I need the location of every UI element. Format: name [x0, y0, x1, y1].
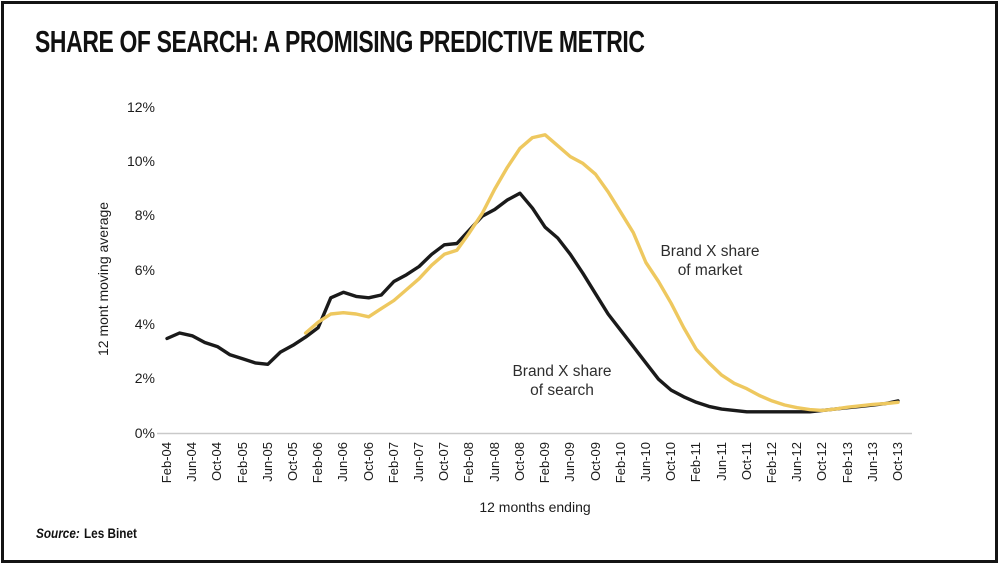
- x-tick-label: Jun-05: [259, 442, 275, 482]
- annotation-share-of-market-line2: of market: [677, 262, 743, 279]
- x-tick-label: Jun-09: [562, 442, 578, 482]
- chart-title-text: SHARE OF SEARCH: A PROMISING PREDICTIVE …: [35, 24, 645, 59]
- y-tick-label: 10%: [126, 153, 155, 169]
- chart-title: SHARE OF SEARCH: A PROMISING PREDICTIVE …: [35, 24, 859, 60]
- x-tick-label: Feb-10: [612, 442, 628, 484]
- annotation-share-of-market-line1: Brand X share: [660, 243, 760, 260]
- x-tick-label: Jun-08: [486, 442, 502, 482]
- x-tick-label: Jun-04: [184, 442, 200, 482]
- y-tick-label: 4%: [134, 315, 155, 332]
- annotation-share-of-search: Brand X share of search: [477, 362, 647, 400]
- x-tick-label: Jun-07: [411, 442, 427, 482]
- series-line-brand-x-share-of-market: [303, 133, 900, 413]
- source-line: Source: Les Binet: [36, 525, 137, 541]
- series-line-brand-x-share-of-search: [165, 191, 900, 414]
- x-tick-label: Oct-12: [814, 442, 830, 482]
- x-tick-label: Oct-11: [738, 442, 754, 481]
- x-tick-label: Feb-05: [234, 442, 250, 484]
- source-label: Source:: [36, 525, 80, 541]
- x-tick-label: Jun-06: [335, 442, 351, 482]
- x-tick-label: Oct-13: [890, 442, 905, 482]
- x-tick-label: Jun-11: [713, 442, 729, 481]
- x-tick-label: Feb-13: [839, 442, 855, 484]
- x-tick-label: Oct-04: [209, 442, 225, 482]
- x-tick-label: Jun-10: [637, 442, 653, 482]
- source-value: Les Binet: [83, 525, 137, 541]
- y-tick-label: 0%: [134, 424, 155, 441]
- x-tick-label: Oct-07: [436, 442, 452, 482]
- x-tick-label: Jun-13: [864, 442, 880, 482]
- y-tick-label: 6%: [134, 261, 155, 278]
- x-axis-title: 12 months ending: [479, 499, 591, 515]
- annotation-share-of-market: Brand X share of market: [625, 242, 795, 280]
- x-tick-label: Feb-08: [461, 442, 477, 484]
- x-tick-label: Oct-10: [663, 442, 679, 482]
- x-tick-label: Oct-06: [360, 442, 376, 482]
- x-tick-label: Oct-05: [285, 442, 301, 482]
- x-tick-label: Feb-04: [159, 442, 174, 484]
- annotation-share-of-search-line1: Brand X share: [512, 363, 612, 380]
- x-tick-label: Feb-12: [763, 442, 779, 484]
- x-tick-label: Feb-07: [385, 442, 401, 484]
- x-tick-label: Feb-06: [310, 442, 326, 484]
- series-lines: [165, 133, 900, 414]
- x-tick-label: Oct-08: [511, 442, 527, 482]
- y-tick-label: 8%: [134, 207, 155, 224]
- x-tick-label: Jun-12: [789, 442, 805, 482]
- x-tick-label: Feb-09: [537, 442, 553, 484]
- x-tick-label: Oct-09: [587, 442, 603, 482]
- y-tick-label: 12%: [126, 98, 155, 115]
- annotation-share-of-search-line2: of search: [530, 382, 594, 399]
- x-tick-label: Feb-11: [688, 442, 704, 483]
- y-tick-label: 2%: [134, 370, 155, 387]
- y-axis-title: 12 mont moving average: [95, 201, 111, 356]
